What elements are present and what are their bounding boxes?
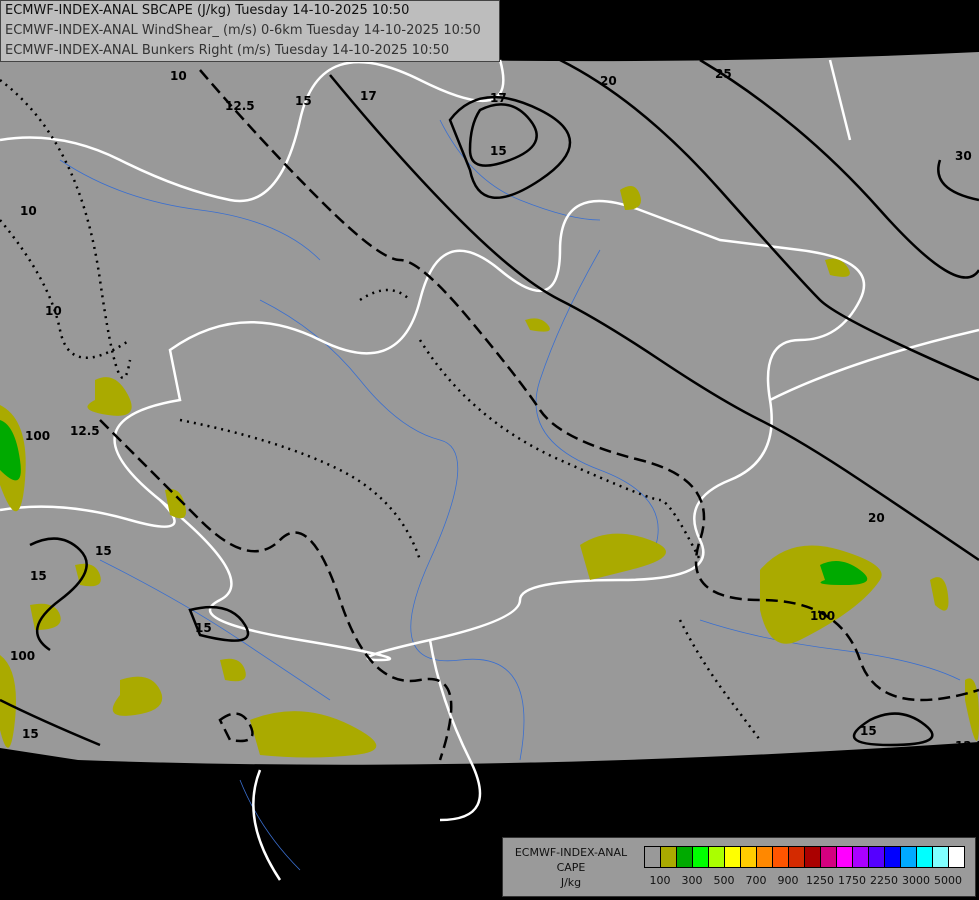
windshear-contours xyxy=(0,58,979,761)
contour-label: 17 xyxy=(360,89,377,103)
title-windshear: ECMWF-INDEX-ANAL WindShear_ (m/s) 0-6km … xyxy=(5,23,481,38)
legend-swatch xyxy=(661,847,677,867)
legend-tick-label: 5000 xyxy=(934,874,962,887)
contour-label: 15 xyxy=(30,569,47,583)
rivers xyxy=(59,119,961,871)
legend-swatch xyxy=(933,847,949,867)
legend-tick-label: 2250 xyxy=(870,874,898,887)
contour-label: 20 xyxy=(600,74,617,88)
contour-label: 100 xyxy=(10,649,35,663)
legend-swatch xyxy=(869,847,885,867)
legend-swatch xyxy=(757,847,773,867)
legend-title-field: CAPE xyxy=(556,861,586,874)
legend-tick-label: 300 xyxy=(681,874,703,887)
legend-swatch xyxy=(709,847,725,867)
contour-label: 12.5 xyxy=(955,739,979,753)
legend-tick-label: 1750 xyxy=(838,874,866,887)
contour-label: 15 xyxy=(490,144,507,158)
contour-label: 17 xyxy=(490,91,507,105)
legend-swatch xyxy=(821,847,837,867)
contour-label: 10 xyxy=(45,304,62,318)
contour-label: 10 xyxy=(170,69,187,83)
legend-tick-label: 1250 xyxy=(806,874,834,887)
map-title-block: ECMWF-INDEX-ANAL SBCAPE (J/kg) Tuesday 1… xyxy=(0,0,500,62)
legend-tick-label: 3000 xyxy=(902,874,930,887)
contour-label: 10 xyxy=(20,204,37,218)
legend-swatch xyxy=(773,847,789,867)
contour-label: 30 xyxy=(955,149,972,163)
legend-color-bar xyxy=(644,846,965,868)
title-bunkers-right: ECMWF-INDEX-ANAL Bunkers Right (m/s) Tue… xyxy=(5,43,450,58)
legend-title-unit: J/kg xyxy=(560,876,582,889)
legend-swatch xyxy=(741,847,757,867)
title-sbcape: ECMWF-INDEX-ANAL SBCAPE (J/kg) Tuesday 1… xyxy=(5,3,410,18)
legend-swatch xyxy=(917,847,933,867)
legend-swatch xyxy=(901,847,917,867)
legend-swatch xyxy=(677,847,693,867)
legend-swatch xyxy=(725,847,741,867)
legend-swatch xyxy=(805,847,821,867)
cape-fill-areas xyxy=(0,186,979,758)
contour-label: 100 xyxy=(25,429,50,443)
contour-label: 15 xyxy=(195,621,212,635)
legend-swatch xyxy=(789,847,805,867)
contour-label: 100 xyxy=(810,609,835,623)
contour-label: 15 xyxy=(860,724,877,738)
contour-label: 25 xyxy=(715,67,732,81)
contour-label: 15 xyxy=(22,727,39,741)
legend-tick-label: 100 xyxy=(649,874,671,887)
legend-swatch xyxy=(885,847,901,867)
contour-labels: 10 10 10 12.5 12.5 12.5 15 15 15 15 15 15 15 17 17 20 20… xyxy=(10,67,979,753)
contour-label: 20 xyxy=(868,511,885,525)
country-borders xyxy=(0,59,979,881)
contour-label: 12.5 xyxy=(225,99,255,113)
legend-tick-label: 700 xyxy=(745,874,767,887)
legend-swatch xyxy=(853,847,869,867)
model-domain xyxy=(0,40,979,765)
legend-tick-label: 900 xyxy=(777,874,799,887)
legend-tick-label: 500 xyxy=(713,874,735,887)
legend-swatch xyxy=(949,847,964,867)
legend-title: ECMWF-INDEX-ANAL CAPE J/kg xyxy=(507,845,635,890)
cape-legend: ECMWF-INDEX-ANAL CAPE J/kg 100 300 500 700 9… xyxy=(502,837,976,897)
legend-swatch xyxy=(837,847,853,867)
contour-label: 15 xyxy=(95,544,112,558)
legend-title-model: ECMWF-INDEX-ANAL xyxy=(514,846,628,859)
contour-label: 15 xyxy=(295,94,312,108)
legend-swatch xyxy=(645,847,661,867)
contour-label: 12.5 xyxy=(70,424,100,438)
legend-swatch xyxy=(693,847,709,867)
